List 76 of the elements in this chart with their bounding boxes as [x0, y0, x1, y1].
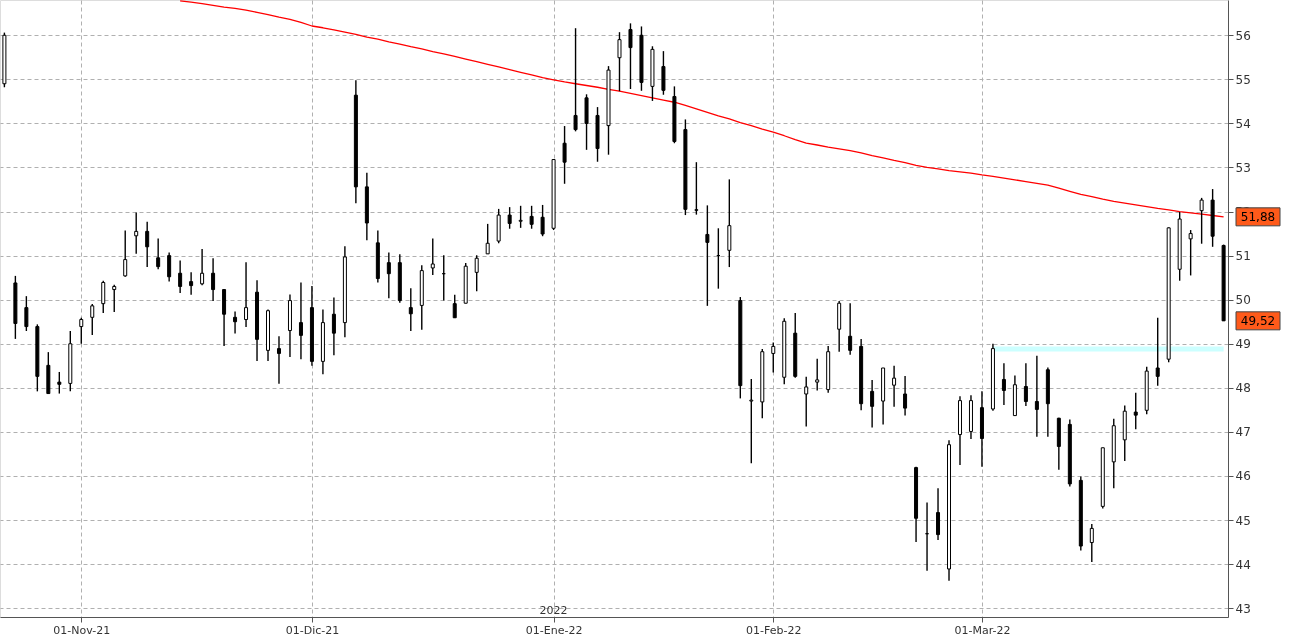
candlestick — [178, 259, 183, 294]
x-tick-label: 01-Feb-22 — [746, 623, 802, 635]
candlestick — [112, 284, 117, 313]
y-tick-label: 44 — [1235, 557, 1251, 572]
candlestick — [189, 271, 194, 296]
y-tick-label: 50 — [1235, 293, 1251, 308]
y-tick-label: 48 — [1235, 381, 1251, 396]
candlestick — [771, 341, 776, 374]
candlestick — [848, 302, 853, 356]
candlestick — [903, 375, 908, 417]
candlestick — [749, 378, 754, 464]
candlestick — [331, 296, 336, 356]
candlestick — [1199, 197, 1204, 245]
y-tick-label: 45 — [1235, 513, 1251, 528]
x-tick-label: 01-Ene-22 — [525, 623, 583, 635]
x-tick-label: 01-Mar-22 — [954, 623, 1011, 635]
text: 49,52 — [1240, 313, 1276, 328]
candlestick — [628, 22, 633, 90]
candlestick — [540, 204, 545, 237]
candlestick — [134, 211, 139, 255]
candlestick — [298, 281, 303, 360]
candlestick — [518, 205, 523, 229]
candlestick — [408, 287, 413, 332]
y-tick-label: 43 — [1235, 601, 1251, 616]
y-tick-label: 47 — [1235, 425, 1251, 440]
candlestick — [452, 294, 457, 319]
line-series — [179, 0, 1225, 218]
candlestick — [529, 205, 534, 230]
candlestick — [123, 229, 128, 278]
text: 51,88 — [1240, 209, 1276, 224]
candlestick — [936, 487, 941, 541]
candlestick — [705, 204, 710, 307]
candlestick — [1155, 317, 1160, 387]
candlestick — [661, 50, 666, 96]
candlestick — [1001, 362, 1006, 406]
candlestick — [804, 376, 809, 428]
candlestick — [1133, 391, 1138, 430]
candlestick — [892, 365, 897, 408]
y-tick-label: 49 — [1235, 337, 1251, 352]
y-tick-label: 55 — [1235, 72, 1251, 87]
candlestick — [870, 379, 875, 429]
candlestick — [57, 371, 62, 395]
candlestick — [24, 295, 29, 332]
candlestick — [156, 237, 161, 270]
candlestick — [79, 317, 84, 345]
candlestick — [1089, 523, 1094, 563]
candlestick — [386, 251, 391, 300]
candlestick — [430, 237, 435, 276]
candlestick — [200, 248, 205, 286]
candlestick — [694, 161, 699, 216]
candlestick — [617, 31, 622, 92]
y-tick-label: 51 — [1235, 249, 1251, 264]
candlestick — [562, 125, 567, 185]
candlestick — [101, 280, 106, 314]
y-tick-label: 53 — [1235, 160, 1251, 175]
candlestick — [90, 303, 95, 336]
candlestick — [145, 220, 150, 268]
y-tick-label: 46 — [1235, 469, 1251, 484]
candlestick — [1023, 362, 1028, 407]
candlestick — [276, 335, 281, 385]
candlestick — [1034, 354, 1039, 438]
y-tick-label: 56 — [1235, 28, 1251, 43]
candlestick — [1188, 229, 1193, 277]
candlestick — [211, 257, 216, 302]
candlestick — [485, 223, 490, 255]
candlestick — [507, 206, 512, 230]
x-tick-label: 01-Nov-21 — [53, 623, 111, 635]
y-tick-label: 54 — [1235, 116, 1251, 131]
candlestick — [815, 358, 820, 392]
candlestick — [573, 27, 578, 133]
candlestick — [474, 254, 479, 293]
candlestick — [244, 261, 249, 328]
candlestick — [233, 310, 238, 335]
candlestick — [167, 251, 172, 283]
annotation: 2022 — [539, 604, 568, 617]
x-tick-label: 01-Dic-21 — [285, 623, 340, 635]
